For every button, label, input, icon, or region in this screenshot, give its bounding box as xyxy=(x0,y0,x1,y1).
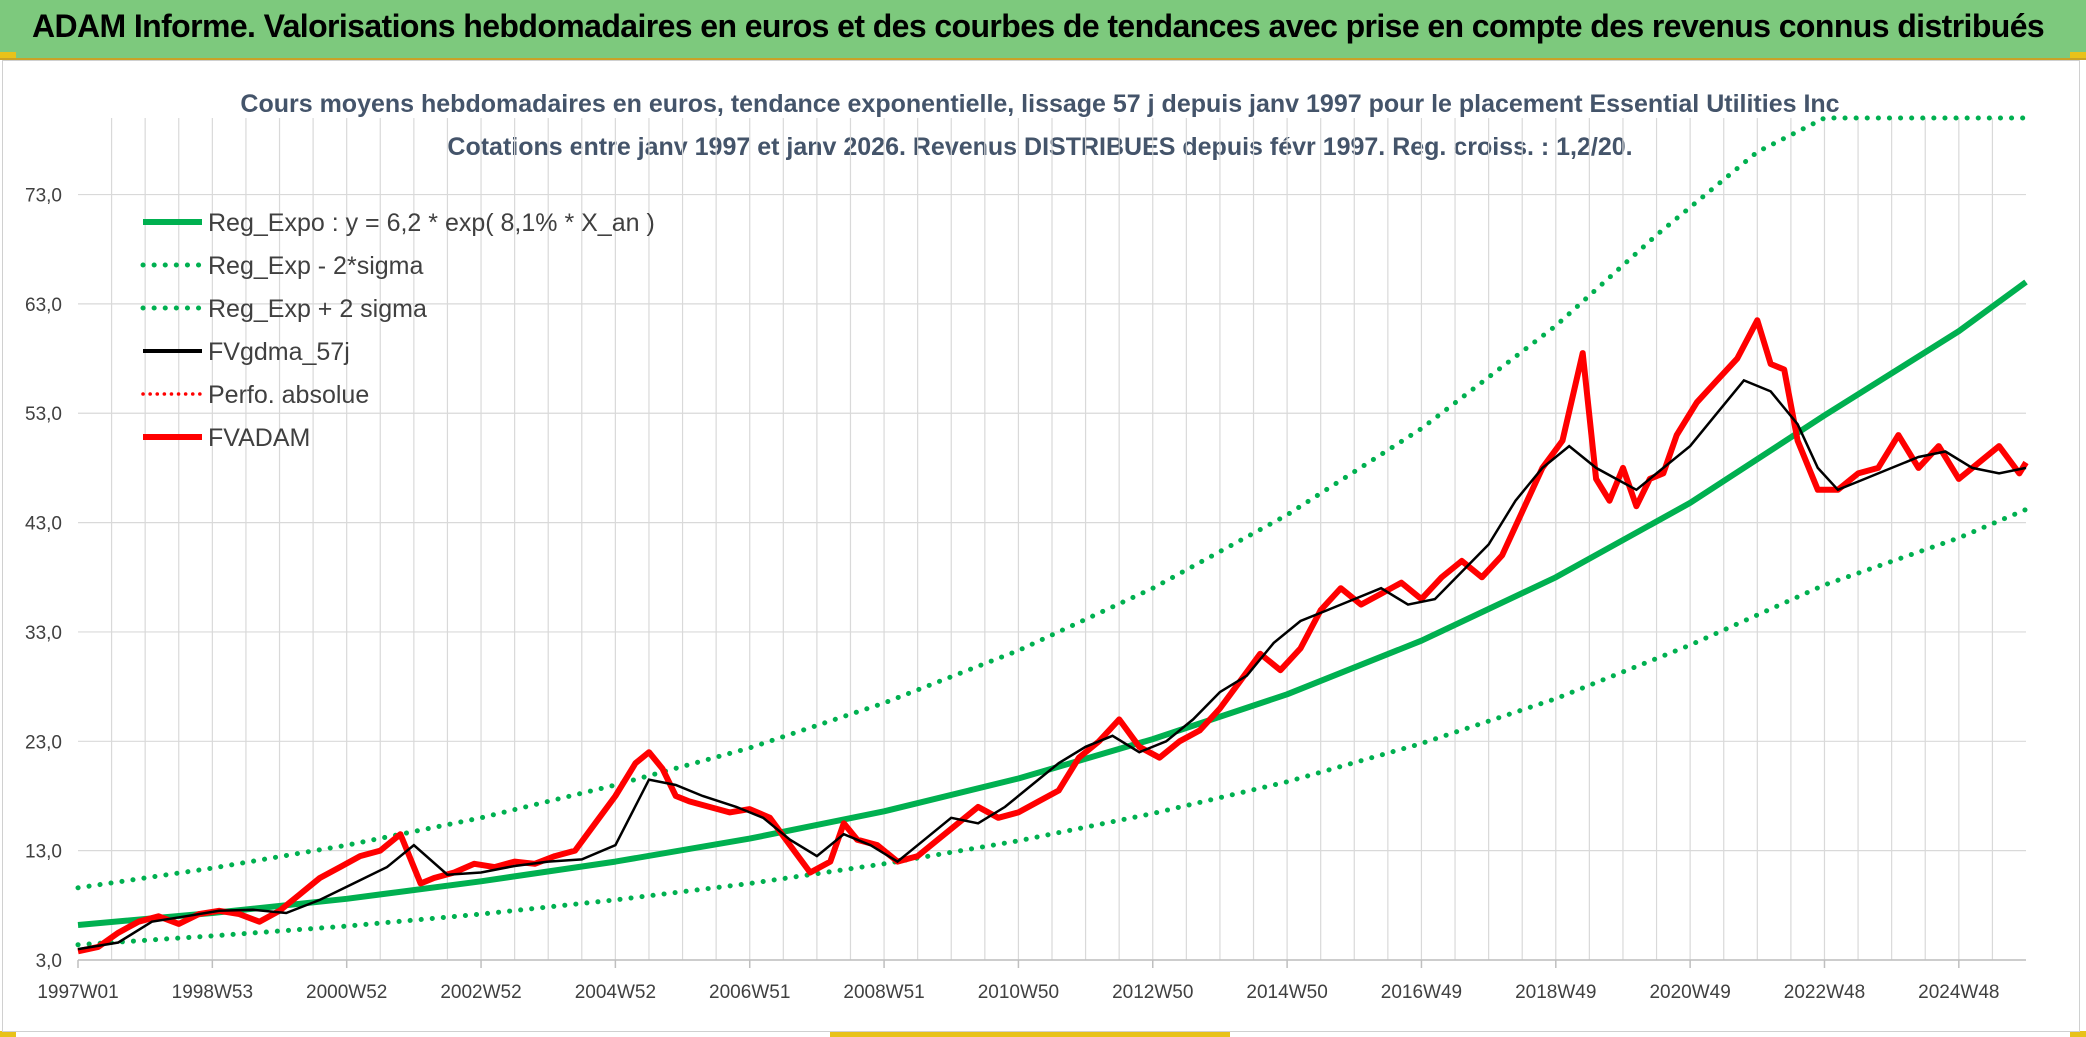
chart-svg: Cours moyens hebdomadaires en euros, ten… xyxy=(0,0,2086,1037)
y-tick-label: 3,0 xyxy=(36,951,62,972)
y-tick-label: 73,0 xyxy=(25,186,62,207)
y-tick-label: 33,0 xyxy=(25,623,62,644)
x-tick-label: 2018W49 xyxy=(1515,982,1596,1003)
y-tick-label: 53,0 xyxy=(25,404,62,425)
x-tick-label: 2016W49 xyxy=(1381,982,1462,1003)
y-tick-label: 13,0 xyxy=(25,842,62,863)
x-tick-label: 2024W48 xyxy=(1918,982,1999,1003)
y-tick-label: 43,0 xyxy=(25,514,62,535)
legend-label: FVgdma_57j xyxy=(208,338,350,366)
chart-title: Cours moyens hebdomadaires en euros, ten… xyxy=(240,90,1839,118)
legend: Reg_Expo : y = 6,2 * exp( 8,1% * X_an ) R… xyxy=(143,209,655,452)
x-tick-label: 2000W52 xyxy=(306,982,387,1003)
x-tick-label: 2022W48 xyxy=(1784,982,1865,1003)
x-tick-label: 2008W51 xyxy=(843,982,924,1003)
x-tick-label: 2004W52 xyxy=(575,982,656,1003)
x-tick-label: 2006W51 xyxy=(709,982,790,1003)
legend-label: Reg_Exp - 2*sigma xyxy=(208,252,423,280)
legend-label: Perfo. absolue xyxy=(208,381,369,409)
x-tick-label: 2012W50 xyxy=(1112,982,1193,1003)
y-tick-label: 63,0 xyxy=(25,295,62,316)
legend-label: Reg_Exp + 2 sigma xyxy=(208,295,427,323)
x-axis: 1997W01 1998W53 2000W52 2002W52 2004W52 2006W… xyxy=(37,960,1999,1003)
grid xyxy=(78,118,2026,960)
x-tick-label: 1998W53 xyxy=(172,982,253,1003)
y-axis: 3,0 13,0 23,0 33,0 43,0 53,0 63,0 73,0 xyxy=(25,186,62,972)
x-tick-label: 2020W49 xyxy=(1649,982,1730,1003)
x-tick-label: 1997W01 xyxy=(37,982,118,1003)
x-tick-label: 2002W52 xyxy=(440,982,521,1003)
legend-label: FVADAM xyxy=(208,424,310,452)
x-tick-label: 2010W50 xyxy=(978,982,1059,1003)
legend-label: Reg_Expo : y = 6,2 * exp( 8,1% * X_an ) xyxy=(208,209,655,237)
x-tick-label: 2014W50 xyxy=(1246,982,1327,1003)
y-tick-label: 23,0 xyxy=(25,732,62,753)
